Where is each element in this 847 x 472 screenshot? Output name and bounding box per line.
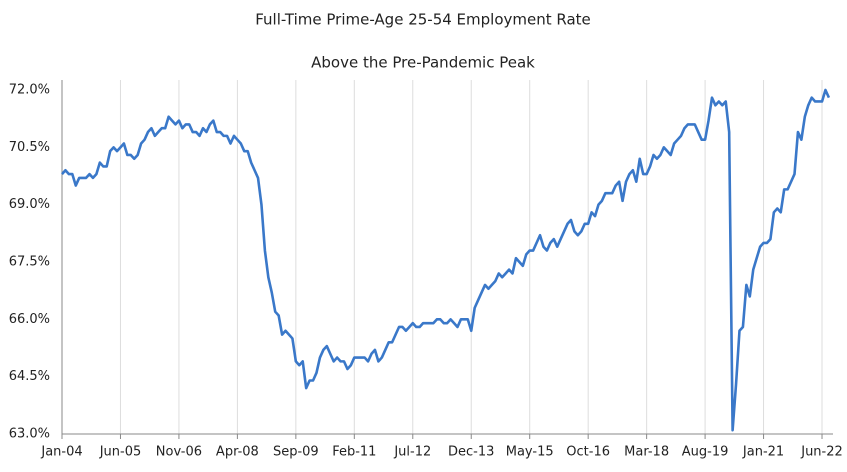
y-tick-label: 66.0% [9, 312, 50, 327]
x-tick-label: Mar-18 [624, 445, 669, 460]
x-tick-label: Apr-08 [216, 445, 259, 460]
y-tick-label: 70.5% [9, 140, 50, 155]
x-tick-label: Jul-12 [393, 445, 431, 460]
x-tick-label: Feb-11 [332, 445, 376, 460]
y-tick-label: 64.5% [9, 369, 50, 384]
x-tick-label: Dec-13 [448, 445, 494, 460]
x-tick-label: May-15 [506, 445, 554, 460]
chart-subtitle: Above the Pre-Pandemic Peak [311, 54, 535, 72]
x-tick-label: Oct-16 [566, 445, 610, 460]
data-line [61, 88, 831, 432]
x-tick-label: Nov-06 [156, 445, 202, 460]
y-tick-label: 72.0% [9, 83, 50, 98]
x-tick-label: Jun-05 [99, 445, 142, 460]
x-tick-label: Jun-22 [800, 445, 843, 460]
x-tick-label: Jan-21 [742, 445, 784, 460]
x-tick-label: Sep-09 [273, 445, 319, 460]
x-tick-label: Aug-19 [682, 445, 729, 460]
chart-title: Full-Time Prime-Age 25-54 Employment Rat… [255, 11, 591, 29]
y-tick-label: 67.5% [9, 255, 50, 270]
y-tick-label: 63.0% [9, 427, 50, 442]
y-tick-label: 69.0% [9, 197, 50, 212]
x-tick-label: Jan-04 [40, 445, 82, 460]
